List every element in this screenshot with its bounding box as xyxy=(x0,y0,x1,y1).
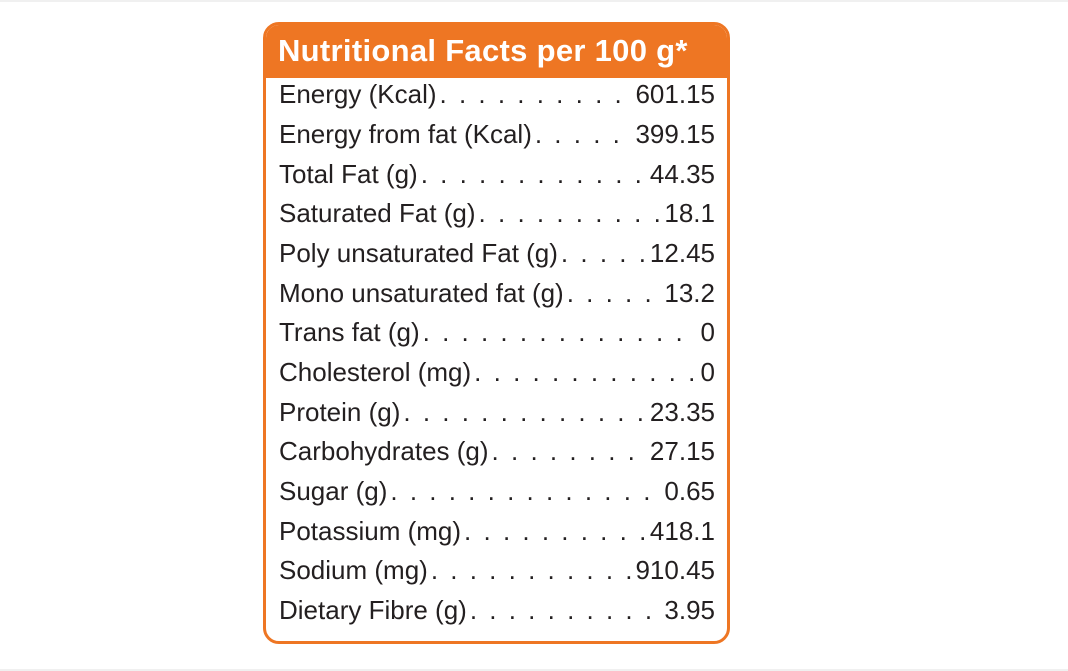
bottom-divider xyxy=(0,669,1068,671)
dot-leader xyxy=(464,518,646,544)
dot-leader xyxy=(470,597,661,623)
nutrient-name: Total Fat (g) xyxy=(279,158,418,189)
dot-leader xyxy=(535,121,632,147)
dot-leader xyxy=(390,478,660,504)
nutrient-name: Potassium (mg) xyxy=(279,515,462,546)
nutrient-name: Energy (Kcal) xyxy=(279,79,437,110)
nutrient-row: Mono unsaturated fat (g) 13.2 xyxy=(279,280,715,320)
nutrition-facts-title: Nutritional Facts per 100 g* xyxy=(266,25,727,78)
nutrient-value: 13.2 xyxy=(664,277,715,308)
nutrient-row: Carbohydrates (g) 27.15 xyxy=(279,438,715,478)
nutrient-row: Energy from fat (Kcal) 399.15 xyxy=(279,121,715,161)
nutrient-value: 3.95 xyxy=(664,595,715,626)
nutrient-value: 0.65 xyxy=(664,476,715,507)
nutrient-row: Cholesterol (mg) 0 xyxy=(279,359,715,399)
nutrient-value: 23.35 xyxy=(649,396,715,427)
dot-leader xyxy=(492,438,646,464)
nutrient-value: 0 xyxy=(700,317,715,348)
nutrient-row: Sodium (mg) 910.45 xyxy=(279,557,715,597)
nutrient-value: 418.1 xyxy=(649,515,715,546)
nutrient-value: 27.15 xyxy=(649,436,715,467)
nutrient-value: 910.45 xyxy=(635,555,715,586)
nutrient-row: Protein (g) 23.35 xyxy=(279,399,715,439)
nutrient-value: 399.15 xyxy=(635,118,715,149)
dot-leader xyxy=(421,161,646,187)
nutrient-name: Sodium (mg) xyxy=(279,555,428,586)
dot-leader xyxy=(479,200,661,226)
nutrient-name: Dietary Fibre (g) xyxy=(279,595,467,626)
nutrient-name: Carbohydrates (g) xyxy=(279,436,489,467)
top-divider xyxy=(0,0,1068,2)
nutrient-name: Trans fat (g) xyxy=(279,317,420,348)
nutrient-value: 18.1 xyxy=(664,198,715,229)
nutrient-name: Saturated Fat (g) xyxy=(279,198,476,229)
nutrient-value: 601.15 xyxy=(635,79,715,110)
nutrient-row: Potassium (mg) 418.1 xyxy=(279,518,715,558)
nutrient-row: Saturated Fat (g) 18.1 xyxy=(279,200,715,240)
dot-leader xyxy=(440,81,632,107)
dot-leader xyxy=(474,359,696,385)
nutrient-name: Sugar (g) xyxy=(279,476,388,507)
nutrition-facts-card: Nutritional Facts per 100 g* Energy (Kca… xyxy=(263,22,730,644)
nutrient-row: Total Fat (g) 44.35 xyxy=(279,161,715,201)
dot-leader xyxy=(567,280,661,306)
nutrient-row: Poly unsaturated Fat (g) 12.45 xyxy=(279,240,715,280)
dot-leader xyxy=(403,399,646,425)
nutrition-rows: Energy (Kcal) 601.15 Energy from fat (Kc… xyxy=(266,78,727,641)
nutrient-row: Sugar (g) 0.65 xyxy=(279,478,715,518)
nutrient-row: Trans fat (g) 0 xyxy=(279,319,715,359)
nutrient-name: Energy from fat (Kcal) xyxy=(279,118,532,149)
dot-leader xyxy=(431,557,632,583)
nutrient-value: 12.45 xyxy=(649,237,715,268)
nutrient-name: Poly unsaturated Fat (g) xyxy=(279,237,558,268)
nutrient-name: Mono unsaturated fat (g) xyxy=(279,277,564,308)
nutrient-value: 0 xyxy=(700,357,715,387)
dot-leader xyxy=(561,240,646,266)
nutrient-value: 44.35 xyxy=(649,158,715,189)
dot-leader xyxy=(423,319,697,345)
nutrient-row: Energy (Kcal) 601.15 xyxy=(279,81,715,121)
nutrient-name: Protein (g) xyxy=(279,396,401,427)
nutrient-row: Dietary Fibre (g) 3.95 xyxy=(279,597,715,637)
nutrient-name: Cholesterol (mg) xyxy=(279,357,472,387)
